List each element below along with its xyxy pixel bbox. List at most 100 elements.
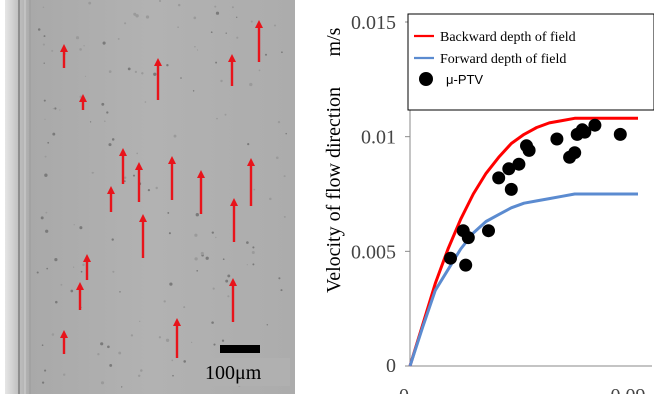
- micrograph-background: [5, 0, 295, 394]
- ptv-data-point: [568, 146, 582, 160]
- micrograph-image: 100μm: [5, 0, 295, 394]
- particle: [155, 186, 158, 190]
- particle: [173, 134, 177, 138]
- y-tick-label: 0.005: [351, 241, 396, 263]
- ptv-data-point: [613, 127, 627, 141]
- velocity-arrow-head: [139, 214, 147, 222]
- particle: [127, 67, 131, 71]
- series-line-forward: [408, 192, 638, 367]
- ptv-data-point: [482, 224, 495, 238]
- particle: [236, 16, 238, 18]
- particle: [275, 156, 279, 160]
- particle: [109, 363, 113, 367]
- ptv-data-point: [504, 182, 518, 196]
- particle: [231, 6, 234, 9]
- particle: [130, 334, 134, 337]
- particle: [200, 251, 204, 256]
- particle: [166, 64, 169, 67]
- particle: [51, 333, 55, 336]
- particle: [147, 188, 151, 192]
- particle: [167, 211, 170, 214]
- particle: [158, 0, 162, 3]
- particle: [227, 274, 231, 278]
- particle: [112, 270, 115, 273]
- particle: [73, 224, 75, 226]
- ptv-data-point: [588, 118, 602, 132]
- particle: [194, 257, 198, 261]
- y-tick-label: 0.015: [351, 12, 396, 34]
- velocity-arrow-head: [255, 20, 263, 28]
- particle: [144, 101, 147, 103]
- particle: [79, 226, 83, 230]
- particle: [124, 22, 127, 25]
- particle: [195, 213, 199, 217]
- ptv-data-point: [522, 143, 536, 157]
- x-tick-labels: 00.09: [399, 385, 646, 399]
- particle: [252, 263, 255, 266]
- particle: [119, 291, 121, 293]
- scale-bar-label: 100μm: [205, 362, 262, 384]
- particle: [123, 180, 126, 183]
- particle: [280, 289, 283, 292]
- particle: [258, 69, 261, 72]
- particle: [145, 15, 150, 19]
- particle: [140, 369, 143, 372]
- particle: [247, 143, 250, 146]
- particle: [141, 72, 144, 75]
- ptv-data-point: [512, 157, 526, 171]
- particle: [194, 45, 196, 48]
- particle: [171, 359, 174, 362]
- particle: [108, 70, 112, 73]
- ptv-data-point: [492, 171, 506, 185]
- particle: [79, 48, 82, 51]
- x-tick-label: 0: [399, 385, 409, 394]
- particle: [214, 5, 217, 8]
- particle: [43, 99, 46, 102]
- particle: [246, 241, 249, 244]
- particle: [40, 216, 44, 220]
- particle: [134, 70, 138, 74]
- particle: [82, 263, 85, 267]
- particle: [216, 117, 218, 120]
- particle: [100, 342, 104, 346]
- particle: [139, 320, 141, 323]
- velocity-arrow-head: [197, 170, 205, 178]
- particle: [41, 381, 45, 384]
- particle: [215, 11, 220, 15]
- particle: [59, 109, 61, 111]
- scale-label-bg: [200, 358, 290, 386]
- particle: [283, 175, 286, 178]
- particle: [136, 152, 139, 155]
- particle: [153, 72, 157, 76]
- particle: [285, 132, 287, 135]
- particle: [165, 338, 170, 342]
- velocity-chart: Velocity of flow direction m/s 0 0.005 0.0…: [323, 12, 654, 399]
- legend-box: [407, 13, 654, 111]
- particle: [108, 143, 112, 147]
- particle: [45, 211, 48, 214]
- particle: [212, 287, 215, 290]
- velocity-arrow-head: [247, 158, 255, 166]
- particle: [101, 102, 105, 106]
- particle: [196, 269, 199, 272]
- y-tick-labels: 0 0.005 0.01 0.015: [351, 12, 410, 377]
- particle: [224, 113, 227, 116]
- particle: [47, 141, 50, 144]
- particle: [183, 360, 186, 363]
- particle: [196, 49, 199, 51]
- particle: [264, 53, 268, 56]
- particle: [221, 339, 225, 342]
- series-line-backward: [408, 116, 638, 367]
- velocity-arrow-head: [229, 278, 237, 286]
- particle: [222, 258, 225, 261]
- particle: [111, 138, 115, 141]
- particle: [213, 343, 216, 346]
- particle: [169, 282, 173, 286]
- particle: [211, 321, 214, 324]
- particle: [88, 1, 92, 5]
- particle: [253, 188, 256, 191]
- particle: [51, 49, 54, 52]
- velocity-arrow-head: [168, 156, 176, 164]
- particle: [132, 174, 136, 177]
